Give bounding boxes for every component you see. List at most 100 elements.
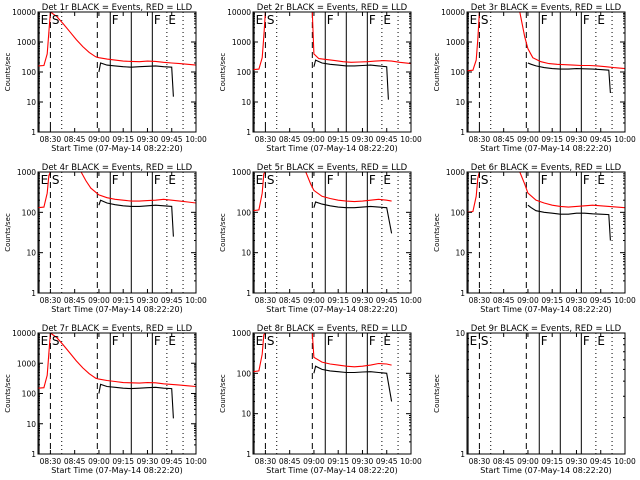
event-marker-label: S [267, 13, 275, 27]
y-tick-label: 10 [455, 329, 465, 338]
x-tick-label: 10:00 [614, 296, 636, 305]
plot-frame [252, 332, 412, 455]
x-tick-label: 09:15 [112, 296, 134, 305]
y-tick-label: 10 [26, 249, 36, 258]
event-markers [38, 333, 184, 454]
event-marker-label: E [470, 173, 478, 187]
x-tick-label: 09:45 [161, 296, 183, 305]
x-tick-label: 08:30 [255, 135, 277, 144]
event-marker-label: E [470, 334, 478, 348]
y-tick-label: 100 [237, 208, 252, 217]
x-axis-label: Start Time (07-May-14 08:22:20) [51, 466, 182, 475]
y-tick-label: 10 [455, 98, 465, 107]
x-tick-label: 08:45 [493, 296, 515, 305]
event-marker-label: F [541, 334, 548, 348]
y-tick-label: 100 [237, 68, 252, 77]
x-tick-label: 09:30 [566, 135, 588, 144]
y-tick-label: 1 [246, 450, 251, 459]
x-tick-label: 09:00 [517, 296, 539, 305]
event-marker-label: F [583, 13, 590, 27]
x-tick-label: 09:15 [541, 135, 563, 144]
y-axis-label: Counts/sec [4, 374, 12, 413]
x-tick-label: 08:45 [493, 457, 515, 466]
x-tick-label: 09:45 [590, 457, 612, 466]
y-tick-label: 1000 [232, 329, 251, 338]
event-marker-label: S [267, 173, 275, 187]
x-tick-label: 09:45 [376, 296, 398, 305]
x-tick-label: 09:00 [303, 457, 325, 466]
event-markers [467, 333, 613, 454]
x-axis-label: Start Time (07-May-14 08:22:20) [266, 144, 397, 153]
x-tick-label: 08:30 [469, 296, 491, 305]
x-tick-label: 09:30 [137, 296, 159, 305]
y-tick-label: 100 [22, 68, 37, 77]
x-tick-label: 09:00 [88, 457, 110, 466]
event-marker-label: E [168, 173, 176, 187]
event-marker-label: E [41, 334, 49, 348]
x-tick-label: 09:45 [161, 457, 183, 466]
event-marker-label: E [383, 334, 391, 348]
y-tick-label: 10000 [227, 8, 251, 17]
x-tick-label: 08:45 [279, 457, 301, 466]
x-tick-label: 08:30 [469, 457, 491, 466]
x-axis-label: Start Time (07-May-14 08:22:20) [480, 144, 611, 153]
x-tick-label: 09:45 [590, 296, 612, 305]
event-marker-label: F [112, 334, 119, 348]
y-tick-label: 1 [246, 128, 251, 137]
y-tick-label: 1000 [446, 38, 465, 47]
panel-title: Det 1r BLACK = Events, RED = LLD [42, 3, 193, 13]
x-axis-label: Start Time (07-May-14 08:22:20) [266, 305, 397, 314]
x-tick-label: 08:30 [255, 296, 277, 305]
x-tick-label: 09:30 [352, 296, 374, 305]
event-marker-label: S [481, 334, 489, 348]
panel-title: Det 8r BLACK = Events, RED = LLD [257, 324, 408, 334]
x-tick-label: 10:00 [614, 457, 636, 466]
x-tick-label: 08:30 [40, 135, 62, 144]
lld-series-line [253, 12, 411, 71]
x-tick-label: 09:30 [137, 135, 159, 144]
y-tick-label: 10 [241, 98, 251, 107]
panel-title: Det 9r BLACK = Events, RED = LLD [471, 324, 622, 334]
event-marker-label: E [597, 334, 605, 348]
y-tick-label: 10 [241, 249, 251, 258]
x-tick-label: 09:45 [161, 135, 183, 144]
event-marker-label: F [369, 13, 376, 27]
x-tick-label: 10:00 [400, 135, 422, 144]
event-marker-label: E [256, 334, 264, 348]
event-marker-label: F [541, 13, 548, 27]
events-series-line [313, 365, 393, 402]
event-markers [253, 172, 399, 293]
x-tick-label: 09:45 [590, 135, 612, 144]
event-marker-label: E [597, 13, 605, 27]
x-tick-label: 08:45 [279, 135, 301, 144]
y-tick-label: 1000 [17, 38, 36, 47]
event-marker-label: F [583, 173, 590, 187]
event-marker-label: E [256, 173, 264, 187]
plot-frame [252, 171, 412, 294]
panel-title: Det 7r BLACK = Events, RED = LLD [42, 324, 193, 334]
x-tick-label: 09:15 [327, 135, 349, 144]
events-series-line [313, 201, 393, 234]
events-series-line [98, 62, 174, 97]
y-tick-label: 1000 [232, 168, 251, 177]
lld-series-line [253, 172, 392, 212]
panel-title: Det 6r BLACK = Events, RED = LLD [471, 163, 622, 173]
y-tick-label: 10000 [441, 8, 465, 17]
y-tick-label: 10 [26, 98, 36, 107]
y-axis-label: Counts/sec [219, 53, 227, 92]
y-axis-label: Counts/sec [219, 213, 227, 252]
y-axis-label: Counts/sec [219, 374, 227, 413]
panel-title: Det 3r BLACK = Events, RED = LLD [471, 3, 622, 13]
y-tick-label: 1 [246, 289, 251, 298]
event-marker-label: F [327, 173, 334, 187]
x-tick-label: 08:30 [469, 135, 491, 144]
lld-series-line [38, 172, 196, 209]
y-axis-label: Counts/sec [4, 213, 12, 252]
x-tick-label: 08:30 [255, 457, 277, 466]
y-axis-label: Counts/sec [4, 53, 12, 92]
